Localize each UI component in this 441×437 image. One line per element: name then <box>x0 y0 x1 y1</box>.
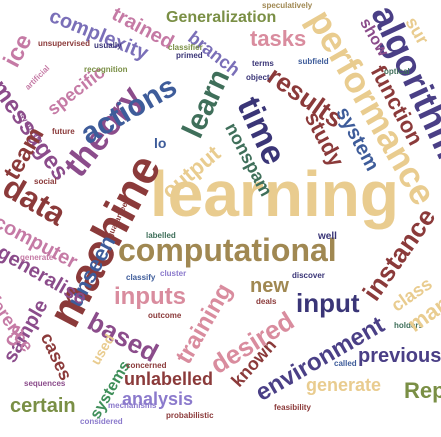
word: ice <box>0 29 38 72</box>
word: speculatively <box>262 1 313 10</box>
word: certain <box>10 395 76 417</box>
word: terms <box>252 59 274 68</box>
word: classifier <box>168 43 203 52</box>
word: unlabelled <box>124 369 214 389</box>
word: holders <box>394 321 423 330</box>
word: analysis <box>122 389 194 409</box>
word: well <box>318 231 337 242</box>
word: labelled <box>146 231 176 240</box>
word: input <box>296 288 360 318</box>
word: discover <box>292 271 325 280</box>
word: optical <box>384 67 410 76</box>
word: called <box>334 359 357 368</box>
word: usually <box>94 41 122 50</box>
word: mechanisms <box>108 401 157 410</box>
word: unsupervised <box>38 39 91 48</box>
word: inputs <box>114 283 186 310</box>
word: Generalization <box>166 9 277 26</box>
word: future <box>52 127 75 136</box>
word: subfield <box>298 57 329 66</box>
word: computational <box>118 232 337 268</box>
word: lo <box>154 135 167 151</box>
word: concerned <box>126 361 167 370</box>
word: feasibility <box>274 403 311 412</box>
word: learning <box>150 158 399 230</box>
word: previous <box>358 345 441 367</box>
word: Rep <box>404 378 441 403</box>
word: new <box>250 275 289 297</box>
word: sequences <box>24 379 66 388</box>
word: cases <box>36 329 77 384</box>
word: generate <box>20 253 54 262</box>
word: generate <box>306 375 382 395</box>
word: deals <box>256 297 277 306</box>
word: social <box>34 177 57 186</box>
word: classify <box>126 273 156 282</box>
word: tasks <box>250 26 307 51</box>
word: cluster <box>160 269 187 278</box>
word: probabilistic <box>166 411 214 420</box>
word: object <box>246 73 270 82</box>
word: artificial <box>23 63 52 92</box>
word: recognition <box>84 65 128 74</box>
word: outcome <box>148 311 182 320</box>
word: considered <box>80 417 123 426</box>
word: primed <box>176 51 203 60</box>
